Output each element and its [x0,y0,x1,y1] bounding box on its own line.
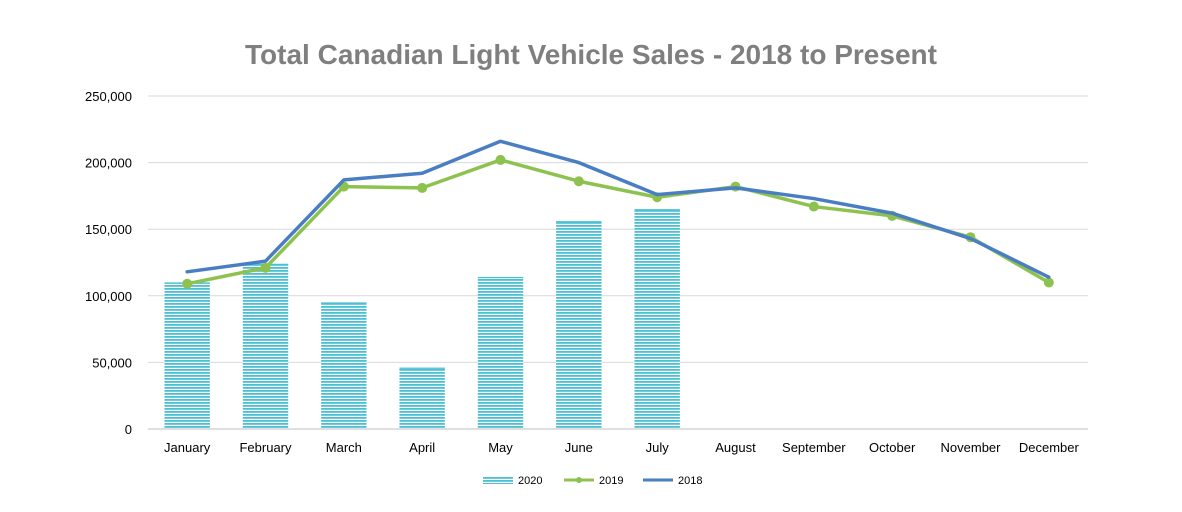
point-2019 [573,176,584,187]
point-2019 [417,182,428,193]
legend-label: 2020 [518,475,542,487]
line-2019 [185,158,1051,286]
x-tick-label: September [782,440,846,455]
bar-2020 [634,209,680,429]
y-tick-label: 100,000 [85,289,132,304]
x-tick-label: February [239,440,292,455]
x-tick-label: May [488,440,513,455]
x-tick-label: April [409,440,435,455]
bar-2020 [477,277,524,429]
y-tick-label: 50,000 [92,355,132,370]
y-tick-label: 250,000 [85,89,132,104]
legend-label: 2018 [678,475,702,487]
point-2019 [495,154,506,165]
x-tick-label: November [941,440,1002,455]
bar-2020 [242,263,289,429]
x-axis: January February March April May June July Augu… [148,428,1088,455]
bar-2020 [399,367,445,429]
legend-label: 2019 [599,475,623,487]
x-tick-label: June [565,440,593,455]
legend-item-2018: 2018 [643,475,702,487]
x-tick-label: March [326,440,362,455]
y-tick-label: 150,000 [85,222,132,237]
legend-marker-2019 [576,477,582,483]
legend: 2020 2019 2018 [483,475,702,487]
y-tick-label: 200,000 [85,156,132,171]
y-axis: 0 50,000 100,000 150,000 200,000 250,000 [85,89,132,437]
x-tick-label: January [164,440,211,455]
point-2019 [1043,277,1054,288]
bar-2020 [321,302,367,429]
chart-title: Total Canadian Light Vehicle Sales - 201… [245,39,937,70]
bar-2020 [556,221,602,429]
legend-item-2019: 2019 [564,475,623,487]
point-2019 [808,201,819,212]
x-tick-label: July [646,440,670,455]
bar-2020 [164,282,210,429]
x-tick-label: August [715,440,756,455]
point-2019 [182,278,193,289]
x-tick-label: December [1019,440,1080,455]
y-tick-label: 0 [125,422,132,437]
x-tick-label: October [869,440,916,455]
legend-item-2020: 2020 [483,475,542,487]
point-2019 [260,262,271,273]
bar-series [164,209,680,429]
line-series [182,139,1054,289]
line-2018 [185,139,1051,279]
legend-swatch-2020 [483,476,513,484]
